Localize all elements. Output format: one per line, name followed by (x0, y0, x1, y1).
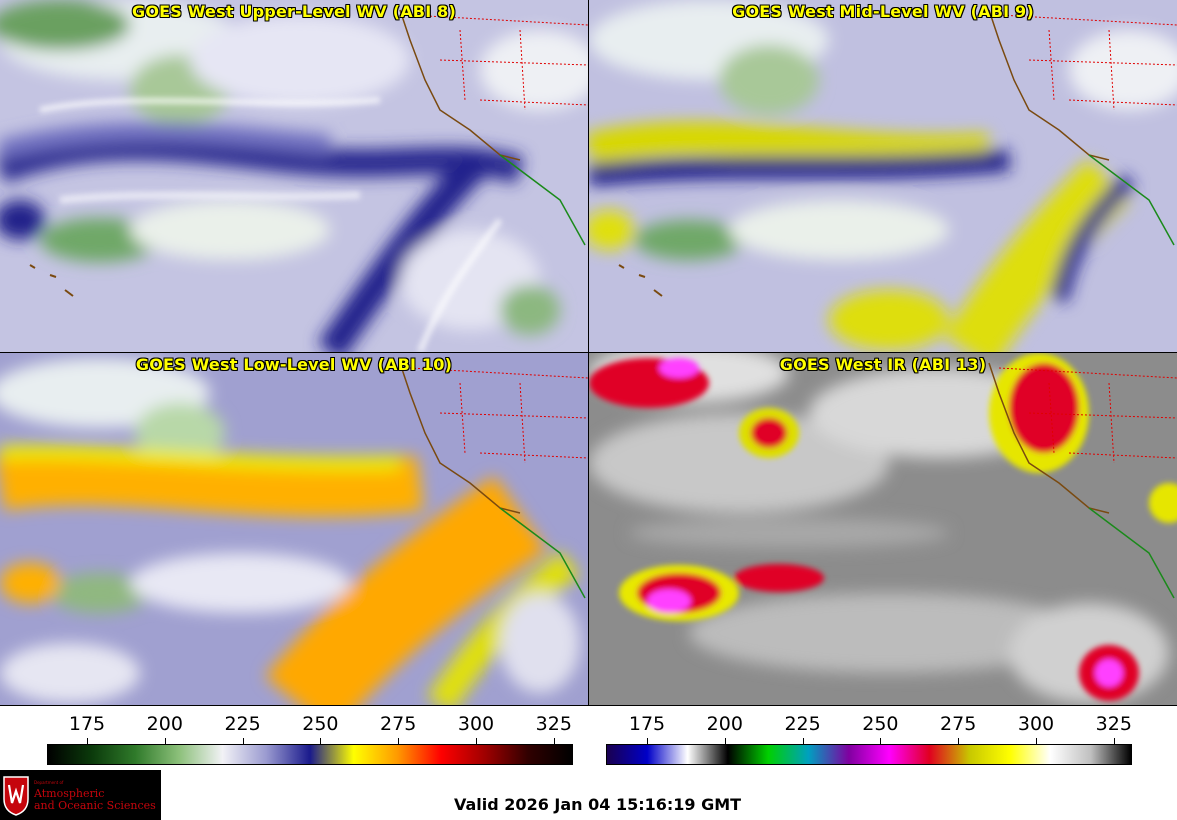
panel-title: GOES West IR (ABI 13) (779, 355, 987, 374)
colorbar-ir-tick (802, 738, 804, 745)
colorbar-wv-tick (164, 738, 166, 745)
colorbar-ir-tick (1113, 738, 1115, 745)
colorbar-wv-tick (242, 738, 244, 745)
colorbar-wv-tick-label: 200 (146, 713, 183, 735)
colorbar-ir-tick-label: 175 (628, 713, 666, 735)
valid-time: Valid 2026 Jan 04 15:16:19 GMT (454, 795, 742, 814)
uw-crest-icon (3, 776, 29, 816)
panel-divider-vertical (588, 0, 589, 706)
ir-image (589, 353, 1177, 705)
mid-level-wv-image (589, 0, 1177, 352)
colorbar-wv (47, 744, 573, 765)
colorbar-wv-tick (87, 738, 88, 745)
colorbar-wv-tick (320, 738, 322, 745)
logo-line-2: and Oceanic Sciences (34, 799, 156, 812)
colorbar-wv-tick (553, 738, 555, 745)
logo-small-text: Department of (34, 780, 64, 785)
panel-title: GOES West Upper-Level WV (ABI 8) (132, 2, 456, 21)
colorbar-wv-tick (398, 738, 400, 745)
colorbar-ir-tick (647, 738, 648, 745)
panel-title: GOES West Low-Level WV (ABI 10) (135, 355, 453, 374)
panel-upper-level-wv: GOES West Upper-Level WV (ABI 8) (0, 0, 588, 352)
colorbar-ir (606, 744, 1132, 765)
colorbar-ir-tick (958, 738, 960, 745)
colorbar-wv-tick (476, 738, 477, 745)
colorbar-wv-tick-label: 325 (535, 713, 572, 735)
logo-line-1: Atmospheric (34, 787, 105, 800)
colorbar-ir-tick-label: 250 (862, 713, 899, 735)
panel-ir: GOES West IR (ABI 13) (589, 353, 1177, 705)
colorbar-wv-tick-label: 275 (380, 713, 417, 735)
uw-aos-logo: Department of Atmospheric and Oceanic Sc… (0, 770, 161, 820)
panel-title: GOES West Mid-Level WV (ABI 9) (732, 2, 1034, 21)
colorbar-wv-tick-label: 250 (302, 713, 339, 735)
colorbar-wv-tick-label: 300 (457, 713, 495, 735)
colorbar-ir-tick (880, 738, 882, 745)
panel-divider-bottom (0, 705, 1177, 706)
panel-divider-horizontal (0, 352, 1177, 353)
panel-low-level-wv: GOES West Low-Level WV (ABI 10) (0, 353, 588, 705)
colorbar-ir-tick-label: 225 (784, 713, 821, 735)
colorbar-ir-tick-label: 275 (940, 713, 977, 735)
low-level-wv-image (0, 353, 588, 705)
colorbar-ir-tick-label: 325 (1095, 713, 1132, 735)
colorbar-ir-tick-label: 300 (1017, 713, 1055, 735)
colorbar-ir-tick-label: 200 (706, 713, 743, 735)
panel-mid-level-wv: GOES West Mid-Level WV (ABI 9) (589, 0, 1177, 352)
colorbar-wv-tick-label: 175 (68, 713, 106, 735)
colorbar-ir-tick (724, 738, 726, 745)
upper-level-wv-image (0, 0, 588, 352)
colorbar-ir-tick (1036, 738, 1037, 745)
colorbar-wv-tick-label: 225 (224, 713, 261, 735)
